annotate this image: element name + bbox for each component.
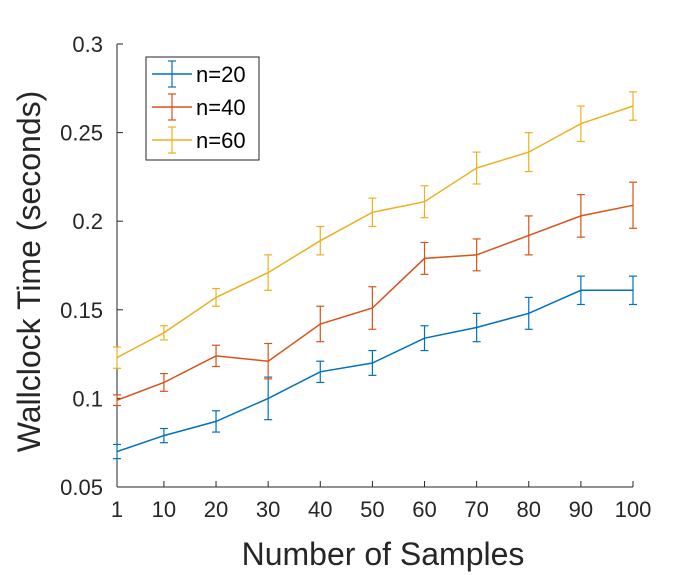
y-tick-label: 0.15 (60, 298, 103, 323)
x-tick-label: 10 (152, 497, 176, 522)
legend-item: n=20 (152, 60, 246, 88)
x-tick-label: 60 (412, 497, 436, 522)
x-tick-label: 40 (308, 497, 332, 522)
y-tick-label: 0.25 (60, 121, 103, 146)
error-bar (629, 181, 637, 229)
x-tick-label: 70 (464, 497, 488, 522)
x-tick-label: 100 (615, 497, 652, 522)
y-tick-label: 0.2 (72, 209, 103, 234)
y-tick-label: 0.1 (72, 386, 103, 411)
x-tick-label: 20 (204, 497, 228, 522)
legend-item: n=40 (152, 93, 246, 121)
x-tick-label: 1 (111, 497, 123, 522)
y-axis-title: Wallclock Time (seconds) (11, 91, 47, 453)
legend-label: n=60 (196, 128, 246, 153)
error-bar (113, 346, 121, 369)
series-line (116, 204, 634, 401)
x-axis-title: Number of Samples (242, 536, 525, 572)
y-tick-label: 0.3 (72, 32, 103, 57)
legend-label: n=20 (196, 62, 246, 87)
series-line (116, 105, 634, 359)
series-n-40 (113, 181, 637, 407)
series-n-60 (113, 91, 637, 369)
series-n-20 (113, 275, 637, 460)
series-line (116, 289, 633, 453)
y-tick-label: 0.05 (60, 475, 103, 500)
x-tick-label: 30 (256, 497, 280, 522)
plot-area: 0.05 0.1 0.15 0.2 0.25 0.3 1 10 20 30 40 50 60 70 80 90… (11, 32, 651, 572)
legend-item: n=60 (152, 126, 246, 154)
legend: n=20 n=40 n=60 (145, 56, 260, 161)
legend-label: n=40 (196, 95, 246, 120)
x-tick-label: 50 (360, 497, 384, 522)
x-tick-label: 90 (569, 497, 593, 522)
x-tick-label: 80 (517, 497, 541, 522)
